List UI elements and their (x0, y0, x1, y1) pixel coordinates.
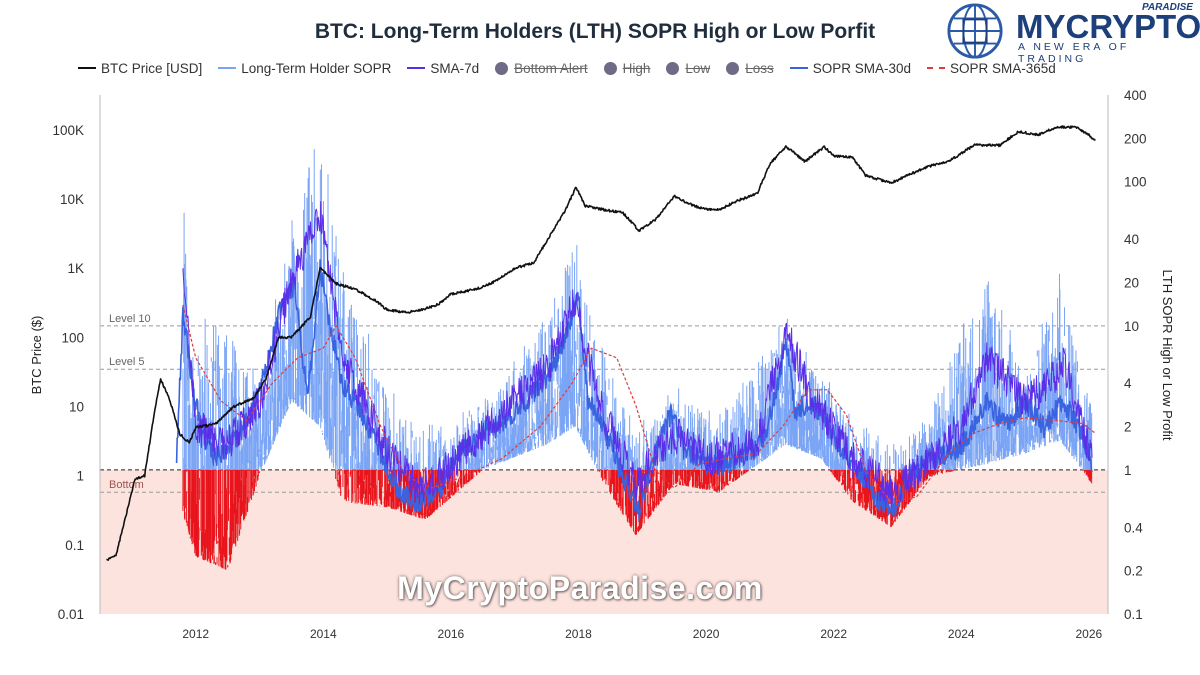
reference-line-label: Level 10 (109, 313, 151, 325)
brand-paradise: PARADISE (1142, 2, 1193, 13)
y-right-axis-title: LTH SOPR High or Low Profit (1160, 270, 1175, 441)
brand-logo: PARADISE MYCRYPTO A NEW ERA OF TRADING (946, 0, 1200, 65)
legend-dot-icon (603, 61, 617, 75)
x-tick-label: 2012 (182, 627, 209, 641)
series-layer (106, 125, 1096, 570)
legend-label: SOPR SMA-30d (812, 60, 912, 76)
brand-tagline: A NEW ERA OF TRADING (1018, 41, 1130, 65)
y-left-tick-label: 10K (60, 192, 84, 207)
y-right-tick-label: 400 (1124, 88, 1147, 103)
y-left-tick-label: 100K (52, 123, 84, 138)
legend-item[interactable]: BTC Price [USD] (78, 61, 202, 76)
y-right-tick-label: 4 (1124, 376, 1132, 391)
legend-label: SOPR SMA-365d (950, 60, 1056, 76)
legend-dot-icon (726, 61, 740, 75)
x-tick-label: 2026 (1076, 627, 1103, 641)
y-left-tick-label: 1 (76, 469, 84, 484)
legend-dot-icon (666, 61, 680, 75)
y-left-tick-label: 0.01 (58, 607, 84, 622)
legend-item[interactable]: Loss (726, 61, 774, 76)
loss-zone-layer (100, 469, 1108, 614)
brand-name: MYCRYPTO (1016, 8, 1200, 45)
y-right-tick-label: 10 (1124, 319, 1139, 334)
legend-item[interactable]: Bottom Alert (495, 61, 588, 76)
legend-swatch (407, 67, 426, 69)
legend-label: Loss (745, 60, 774, 76)
reference-line-label: Bottom (109, 479, 144, 491)
sopr-sma-7d-line (182, 201, 1093, 509)
x-tick-label: 2024 (948, 627, 975, 641)
legend-item[interactable]: SMA-7d (407, 61, 479, 76)
legend-item[interactable]: High (603, 60, 651, 76)
axes-layer: 0.01 0.1 1 10 100 1K 10K 100K 0.1 0.2 0.4 1 2 4 10 20 40… (29, 88, 1175, 641)
legend-item[interactable]: SOPR SMA-365d (927, 61, 1056, 76)
y-left-tick-label: 100 (61, 330, 84, 345)
legend-label: SMA-7d (430, 60, 480, 76)
y-right-tick-label: 40 (1124, 232, 1139, 247)
y-right-tick-label: 0.2 (1124, 564, 1143, 579)
legend-label: Bottom Alert (514, 60, 588, 76)
legend-swatch (78, 67, 96, 69)
loss-zone (100, 469, 1108, 614)
y-left-tick-label: 10 (69, 400, 84, 415)
legend: BTC Price [USD] Long-Term Holder SOPR SMA-… (78, 60, 1072, 76)
btc-price-line (106, 125, 1096, 561)
x-tick-label: 2020 (693, 627, 720, 641)
x-tick-label: 2022 (820, 627, 847, 641)
legend-label: Low (685, 60, 711, 76)
legend-swatch (927, 67, 946, 69)
legend-label: Long-Term Holder SOPR (241, 60, 392, 76)
y-right-tick-label: 2 (1124, 420, 1132, 435)
sopr-sma-30d-line (175, 258, 1093, 521)
legend-item[interactable]: SOPR SMA-30d (789, 60, 912, 76)
chart-title: BTC: Long-Term Holders (LTH) SOPR High o… (314, 20, 876, 43)
legend-label: BTC Price [USD] (101, 60, 203, 76)
legend-dot-icon (495, 61, 509, 75)
y-right-tick-label: 0.4 (1124, 520, 1143, 535)
legend-item[interactable]: Long-Term Holder SOPR (218, 61, 391, 76)
y-right-tick-label: 200 (1124, 131, 1147, 146)
y-left-tick-label: 0.1 (65, 538, 84, 553)
y-right-tick-label: 20 (1124, 275, 1139, 290)
y-right-tick-label: 1 (1124, 463, 1132, 478)
legend-swatch (218, 67, 237, 69)
y-right-tick-label: 100 (1124, 175, 1147, 190)
x-tick-label: 2018 (565, 627, 592, 641)
legend-item[interactable]: Low (666, 61, 710, 76)
legend-label: High (622, 60, 651, 76)
reference-line-label: Level 5 (109, 356, 144, 368)
x-tick-label: 2016 (438, 627, 465, 641)
sopr-sma-365d-line (182, 304, 1096, 503)
y-left-axis-title: BTC Price ($) (29, 316, 44, 395)
y-left-tick-label: 1K (67, 261, 84, 276)
legend-swatch (789, 67, 808, 69)
globe-icon (947, 3, 1003, 59)
y-right-tick-label: 0.1 (1124, 607, 1143, 622)
x-tick-label: 2014 (310, 627, 337, 641)
watermark: MyCryptoParadise.com (397, 570, 763, 606)
